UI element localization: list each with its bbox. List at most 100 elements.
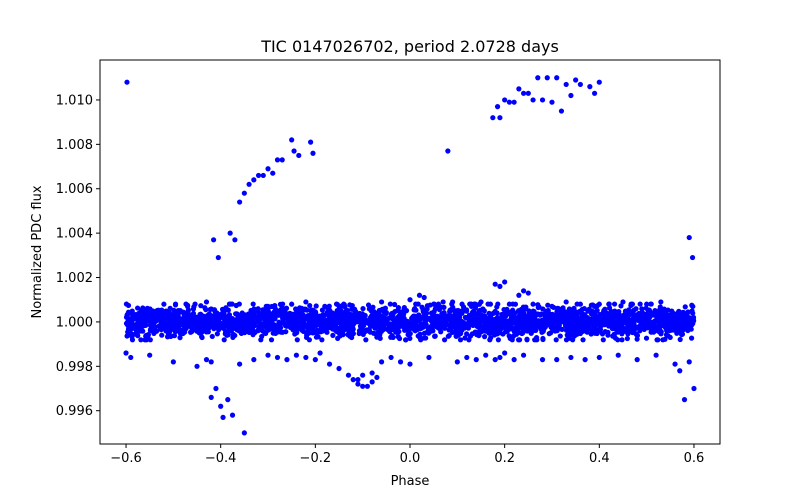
data-point (360, 383, 366, 389)
baseline-point (384, 318, 390, 325)
baseline-point (283, 329, 289, 335)
baseline-point (189, 328, 195, 335)
baseline-point (308, 307, 314, 313)
baseline-point (162, 310, 168, 316)
data-point (525, 290, 531, 296)
data-point (237, 361, 243, 367)
baseline-point (217, 312, 223, 318)
x-axis: −0.6 −0.4 −0.2 0.0 0.2 0.4 0.6 (110, 444, 704, 466)
data-point (596, 354, 602, 361)
baseline-point (614, 319, 620, 326)
baseline-point (495, 301, 501, 307)
baseline-point (362, 320, 368, 326)
baseline-point (365, 302, 372, 308)
baseline-point (508, 314, 514, 321)
baseline-point (238, 330, 245, 337)
baseline-point (462, 335, 468, 341)
baseline-point (584, 329, 590, 335)
data-point (606, 301, 612, 307)
baseline-point (515, 337, 522, 343)
baseline-point (569, 332, 575, 338)
baseline-point (440, 313, 447, 319)
baseline-point (301, 319, 307, 325)
data-point (568, 92, 574, 99)
baseline-point (175, 322, 181, 329)
baseline-point (432, 306, 438, 312)
data-point (369, 379, 375, 385)
data-point (454, 359, 460, 365)
baseline-point (314, 327, 320, 333)
data-point (464, 354, 470, 361)
data-point (274, 157, 281, 163)
baseline-point (360, 331, 366, 338)
baseline-point (329, 310, 336, 316)
baseline-point (270, 330, 276, 336)
baseline-point (553, 337, 559, 343)
data-point (490, 115, 496, 121)
y-tick-label: 0.996 (56, 404, 93, 419)
data-point (147, 352, 153, 358)
baseline-point (159, 332, 165, 338)
data-point (194, 363, 200, 369)
baseline-point (579, 306, 585, 313)
baseline-point (203, 329, 209, 335)
baseline-point (481, 334, 488, 340)
baseline-point (200, 317, 206, 323)
baseline-point (453, 333, 459, 339)
y-axis: 0.996 0.998 1.000 1.002 1.004 1.006 1.008 1.010 (56, 93, 100, 419)
baseline-point (319, 307, 325, 313)
baseline-point (340, 332, 346, 338)
baseline-point (488, 325, 495, 332)
data-point (355, 381, 361, 387)
baseline-point (176, 309, 182, 316)
data-point (563, 81, 569, 88)
baseline-point (470, 321, 476, 327)
data-point (431, 301, 437, 307)
data-point (241, 190, 247, 196)
baseline-point (223, 329, 229, 335)
baseline-point (494, 310, 500, 316)
baseline-point (197, 312, 203, 318)
baseline-point (665, 333, 671, 339)
baseline-point (622, 308, 629, 314)
baseline-point (164, 322, 170, 328)
data-point (653, 352, 659, 358)
baseline-point (319, 337, 325, 343)
data-point (336, 365, 342, 372)
data-point (689, 254, 696, 261)
baseline-point (466, 312, 473, 318)
data-point (506, 301, 512, 307)
baseline-point (648, 329, 654, 335)
baseline-point (457, 337, 464, 343)
baseline-point (145, 333, 151, 339)
data-point (210, 237, 217, 243)
baseline-point (537, 322, 543, 328)
baseline-point (123, 301, 130, 307)
baseline-point (417, 334, 423, 341)
data-point (208, 359, 214, 365)
baseline-point (315, 314, 321, 321)
baseline-point (499, 314, 505, 320)
chart-title: TIC 0147026702, period 2.0728 days (260, 37, 559, 56)
baseline-point (360, 306, 366, 312)
baseline-point (475, 330, 481, 337)
baseline-point (676, 308, 682, 314)
data-point (686, 359, 692, 365)
baseline-point (349, 302, 355, 309)
baseline-point (532, 337, 538, 343)
data-point (218, 403, 224, 409)
data-point (260, 172, 266, 179)
baseline-point (274, 327, 280, 334)
baseline-point (463, 307, 470, 313)
data-point (213, 385, 219, 392)
data-point (658, 299, 664, 305)
baseline-point (144, 305, 151, 311)
baseline-point (287, 315, 293, 321)
baseline-point (292, 331, 298, 337)
baseline-point (521, 310, 527, 316)
y-tick-label: 1.000 (56, 315, 93, 330)
baseline-point (619, 337, 625, 343)
baseline-point (168, 333, 174, 340)
baseline-point (132, 313, 138, 319)
